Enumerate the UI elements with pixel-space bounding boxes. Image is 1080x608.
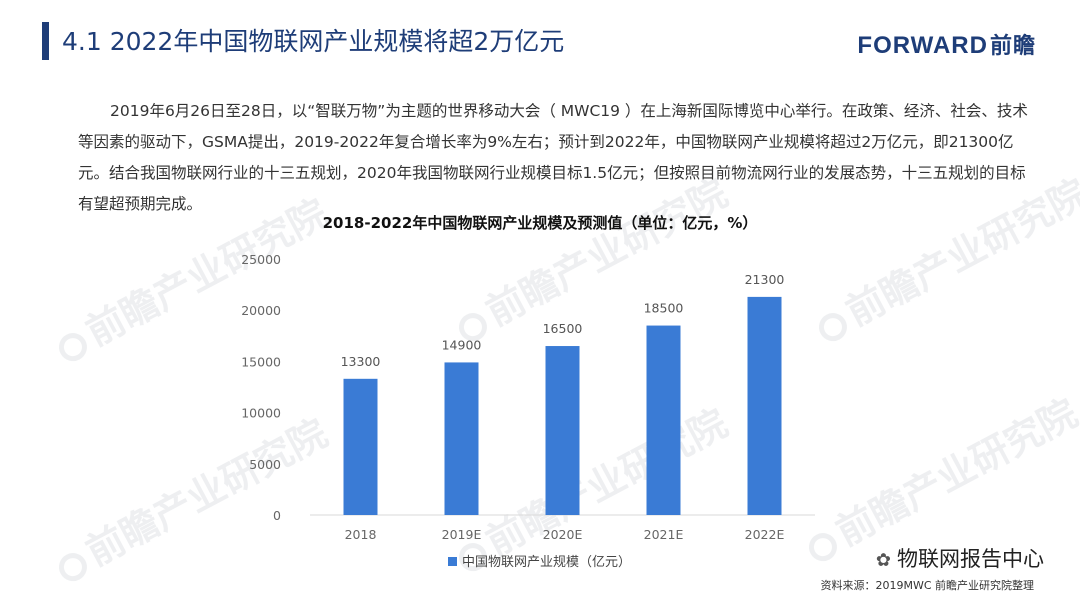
y-tick-label: 15000 xyxy=(241,354,281,369)
legend-label: 中国物联网产业规模（亿元） xyxy=(462,555,631,570)
y-tick-label: 20000 xyxy=(241,303,281,318)
x-tick-label: 2019E xyxy=(442,527,482,542)
y-tick-label: 5000 xyxy=(249,457,281,472)
bar xyxy=(646,325,681,515)
wechat-account-label: 物联网报告中心 xyxy=(897,547,1044,571)
y-tick-label: 10000 xyxy=(241,406,281,421)
wechat-account-tag: ✿ 物联网报告中心 xyxy=(876,543,1044,573)
x-tick-label: 2018 xyxy=(345,527,377,542)
intro-paragraph: 2019年6月26日至28日，以“智联万物”为主题的世界移动大会（ MWC19 … xyxy=(78,102,1028,213)
wechat-icon: ✿ xyxy=(875,550,891,571)
bar-data-label: 21300 xyxy=(745,272,785,287)
x-tick-label: 2020E xyxy=(543,527,583,542)
bar xyxy=(444,362,479,515)
source-note: 资料来源：2019MWC 前瞻产业研究院整理 xyxy=(820,579,1034,592)
bar xyxy=(343,378,378,515)
y-tick-label: 25000 xyxy=(241,252,281,267)
bar-data-label: 16500 xyxy=(543,321,583,336)
bar-data-label: 14900 xyxy=(442,337,482,352)
title-accent-bar xyxy=(42,22,49,60)
legend-swatch xyxy=(448,557,457,566)
logo-text-cn: 前瞻 xyxy=(989,34,1036,59)
bar-data-label: 18500 xyxy=(644,301,684,316)
x-tick-label: 2021E xyxy=(644,527,684,542)
logo-text-en: FORWARD xyxy=(857,32,988,59)
page-title: 4.1 2022年中国物联网产业规模将超2万亿元 xyxy=(62,27,565,56)
x-tick-label: 2022E xyxy=(745,527,785,542)
forward-logo: FORWARD前瞻 xyxy=(857,30,1036,62)
y-tick-label: 0 xyxy=(273,508,281,523)
chart-title: 2018-2022年中国物联网产业规模及预测值（单位：亿元，%） xyxy=(322,214,758,232)
header: 4.1 2022年中国物联网产业规模将超2万亿元 FORWARD前瞻 xyxy=(0,0,1080,80)
bar xyxy=(747,296,782,515)
bar-data-label: 13300 xyxy=(341,354,381,369)
bar xyxy=(545,346,580,515)
